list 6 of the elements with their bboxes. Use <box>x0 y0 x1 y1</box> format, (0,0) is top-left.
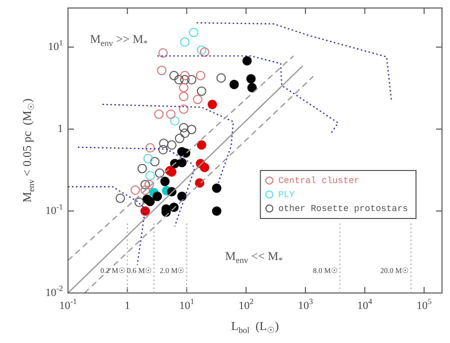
x-tick-label: 1 <box>124 300 130 312</box>
legend-label: other Rosette protostars <box>278 204 408 214</box>
y-axis-title: Menv < 0.05 pc (M☉) <box>20 98 36 202</box>
legend-label: PLY <box>278 190 296 200</box>
legend-label: Central cluster <box>278 176 360 186</box>
y-tick-label: 1 <box>58 122 63 135</box>
